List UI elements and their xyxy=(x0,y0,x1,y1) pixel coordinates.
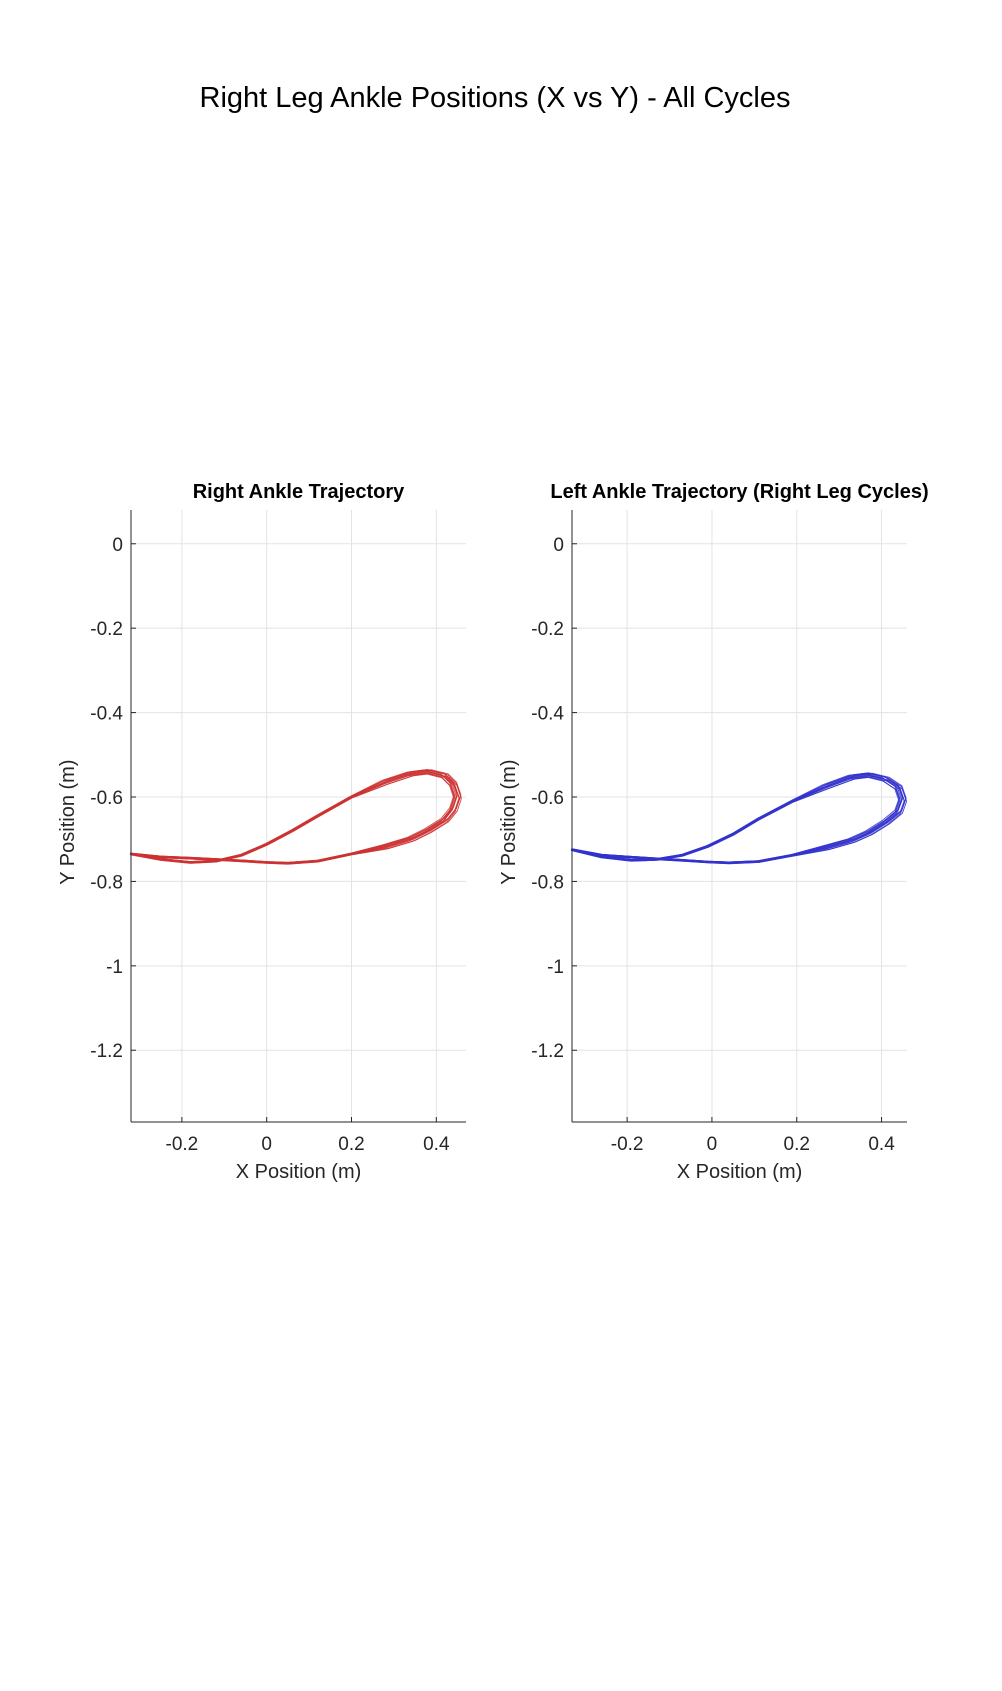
y-tick-label: -1 xyxy=(106,957,123,978)
y-tick-label: -1.2 xyxy=(90,1041,123,1062)
plot-area xyxy=(572,510,907,1122)
subplots: -0.2 0 0.2 0.4 0 -0.2 -0.4 -0.6 -0.8 -1 -1.2 Right … xyxy=(57,481,929,1183)
y-tick-label: 0 xyxy=(553,535,564,556)
trajectory-cycles xyxy=(570,772,908,865)
x-tick-label: 0.2 xyxy=(784,1134,810,1155)
x-tick-label: -0.2 xyxy=(611,1134,644,1155)
x-tick-label: 0 xyxy=(261,1134,272,1155)
x-tick-label: -0.2 xyxy=(166,1134,199,1155)
subplot-2: -0.2 0 0.2 0.4 0 -0.2 -0.4 -0.6 -0.8 -1 -1.2 Left A… xyxy=(498,481,929,1183)
y-tick-label: -1.2 xyxy=(531,1041,564,1062)
cycle-line-11 xyxy=(129,772,455,865)
cycle-line-12 xyxy=(571,772,903,863)
subplot-title: Left Ankle Trajectory (Right Leg Cycles) xyxy=(550,481,928,503)
y-axis-label: Y Position (m) xyxy=(498,760,520,885)
y-tick-label: -0.8 xyxy=(531,872,564,893)
y-axis-label: Y Position (m) xyxy=(57,760,79,885)
plot-area xyxy=(131,510,466,1122)
y-tick-label: -0.4 xyxy=(90,704,123,725)
y-tick-label: -0.2 xyxy=(531,619,564,640)
x-tick-label: 0 xyxy=(707,1134,718,1155)
y-tick-label: -0.4 xyxy=(531,704,564,725)
x-tick-label: 0.2 xyxy=(338,1134,364,1155)
figure-title: Right Leg Ankle Positions (X vs Y) - All… xyxy=(200,82,791,114)
x-tick-label: 0.4 xyxy=(868,1134,895,1155)
trajectory-cycles xyxy=(129,769,462,865)
x-axis-label: X Position (m) xyxy=(236,1161,362,1183)
y-tick-label: -1 xyxy=(547,957,564,978)
y-tick-label: -0.6 xyxy=(531,788,564,809)
y-tick-label: -0.8 xyxy=(90,872,123,893)
subplot-1: -0.2 0 0.2 0.4 0 -0.2 -0.4 -0.6 -0.8 -1 -1.2 Right … xyxy=(57,481,466,1183)
y-tick-label: -0.6 xyxy=(90,788,123,809)
cycle-line-12 xyxy=(130,769,458,863)
x-tick-label: 0.4 xyxy=(423,1134,450,1155)
subplot-title: Right Ankle Trajectory xyxy=(193,481,405,503)
y-tick-label: 0 xyxy=(112,535,123,556)
y-tick-label: -0.2 xyxy=(90,619,123,640)
cycle-line-11 xyxy=(570,775,900,864)
x-axis-label: X Position (m) xyxy=(677,1161,803,1183)
